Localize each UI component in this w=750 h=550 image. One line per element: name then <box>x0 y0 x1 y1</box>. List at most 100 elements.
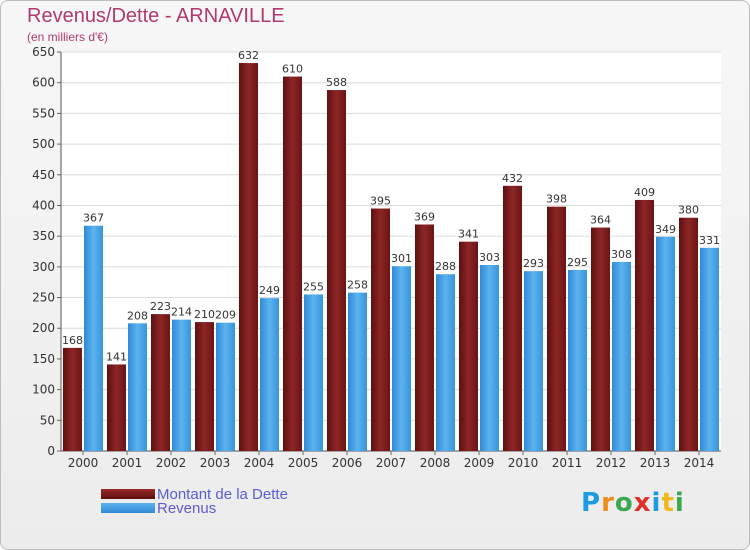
bar-revenus-label: 209 <box>215 309 236 322</box>
bar-revenus-label: 349 <box>655 223 676 236</box>
bar-revenus <box>656 236 675 451</box>
bar-revenus <box>700 247 719 451</box>
y-tick-label: 300 <box>32 260 55 274</box>
bar-dette <box>195 322 214 451</box>
bar-revenus <box>524 271 543 451</box>
bar-dette-label: 223 <box>150 300 171 313</box>
bar-dette <box>635 199 654 451</box>
bar-revenus <box>348 292 367 451</box>
x-tick-label: 2009 <box>464 456 495 470</box>
chart-subtitle: (en milliers d'€) <box>27 30 108 44</box>
bar-revenus <box>128 323 147 451</box>
x-tick-label: 2010 <box>508 456 539 470</box>
bar-revenus <box>172 319 191 451</box>
legend: Montant de la Dette Revenus <box>101 485 288 517</box>
x-tick-label: 2002 <box>156 456 187 470</box>
y-tick-label: 600 <box>32 76 55 90</box>
bar-revenus-label: 295 <box>567 256 588 269</box>
bar-revenus <box>84 225 103 451</box>
x-tick-label: 2014 <box>684 456 715 470</box>
bar-revenus <box>480 265 499 451</box>
bar-revenus <box>304 294 323 451</box>
x-tick-label: 2000 <box>68 456 99 470</box>
x-tick-label: 2005 <box>288 456 319 470</box>
x-tick-label: 2006 <box>332 456 363 470</box>
bar-dette-label: 141 <box>106 350 127 363</box>
bar-dette <box>503 185 522 451</box>
bar-revenus-label: 208 <box>127 309 148 322</box>
bar-dette-label: 369 <box>414 210 435 223</box>
chart-title: Revenus/Dette - ARNAVILLE <box>27 5 285 27</box>
bar-revenus <box>260 298 279 451</box>
bar-revenus-label: 303 <box>479 251 500 264</box>
legend-swatch-dette <box>101 489 155 499</box>
bar-dette-label: 610 <box>282 63 303 76</box>
x-tick-label: 2008 <box>420 456 451 470</box>
y-tick-label: 450 <box>32 168 55 182</box>
legend-swatch-revenus <box>101 503 155 513</box>
bar-dette <box>63 347 82 451</box>
y-tick-label: 200 <box>32 321 55 335</box>
bar-revenus <box>568 269 587 451</box>
bar-revenus <box>216 322 235 451</box>
bar-revenus-label: 258 <box>347 279 368 292</box>
bar-revenus-label: 214 <box>171 306 192 319</box>
y-tick-label: 50 <box>40 413 55 427</box>
bar-revenus-label: 367 <box>83 212 104 225</box>
bar-revenus-label: 331 <box>699 234 720 247</box>
bar-revenus <box>436 274 455 451</box>
bar-dette-label: 632 <box>238 49 259 62</box>
y-tick-label: 650 <box>32 45 55 59</box>
y-tick-label: 100 <box>32 383 55 397</box>
x-tick-label: 2013 <box>640 456 671 470</box>
x-tick-label: 2004 <box>244 456 275 470</box>
bar-revenus-label: 308 <box>611 248 632 261</box>
bar-dette <box>679 217 698 451</box>
bar-dette <box>151 314 170 451</box>
bar-dette-label: 432 <box>502 172 523 185</box>
bar-dette-label: 380 <box>678 204 699 217</box>
x-tick-label: 2003 <box>200 456 231 470</box>
y-tick-label: 400 <box>32 198 55 212</box>
y-tick-label: 0 <box>47 444 55 458</box>
y-tick-label: 250 <box>32 291 55 305</box>
bar-dette-label: 409 <box>634 186 655 199</box>
bar-dette <box>459 241 478 451</box>
x-tick-label: 2001 <box>112 456 143 470</box>
legend-item-revenus: Revenus <box>101 499 288 517</box>
bar-revenus <box>392 266 411 451</box>
bar-dette-label: 210 <box>194 308 215 321</box>
bar-revenus-label: 249 <box>259 284 280 297</box>
bar-revenus-label: 301 <box>391 252 412 265</box>
bar-dette-label: 588 <box>326 76 347 89</box>
y-tick-label: 150 <box>32 352 55 366</box>
legend-item-dette: Montant de la Dette <box>101 485 288 503</box>
bar-dette <box>415 224 434 451</box>
bar-dette <box>591 227 610 451</box>
y-tick-label: 550 <box>32 106 55 120</box>
bar-dette-label: 364 <box>590 214 611 227</box>
x-tick-label: 2011 <box>552 456 583 470</box>
x-tick-label: 2012 <box>596 456 627 470</box>
bar-dette-label: 398 <box>546 193 567 206</box>
bar-revenus-label: 255 <box>303 280 324 293</box>
bar-dette <box>371 208 390 451</box>
bar-revenus <box>612 261 631 451</box>
bar-dette-label: 395 <box>370 195 391 208</box>
bar-revenus-label: 288 <box>435 260 456 273</box>
y-tick-label: 350 <box>32 229 55 243</box>
x-tick-label: 2007 <box>376 456 407 470</box>
bar-dette <box>547 206 566 451</box>
legend-label-revenus: Revenus <box>157 499 217 517</box>
y-tick-label: 500 <box>32 137 55 151</box>
bar-dette <box>239 63 258 452</box>
proxiti-logo: Proxiti <box>581 488 685 518</box>
bar-dette-label: 168 <box>62 334 83 347</box>
legend-label-dette: Montant de la Dette <box>157 485 288 503</box>
bar-revenus-label: 293 <box>523 257 544 270</box>
bar-dette <box>107 364 126 451</box>
bar-dette-label: 341 <box>458 228 479 241</box>
bar-dette <box>327 90 346 451</box>
